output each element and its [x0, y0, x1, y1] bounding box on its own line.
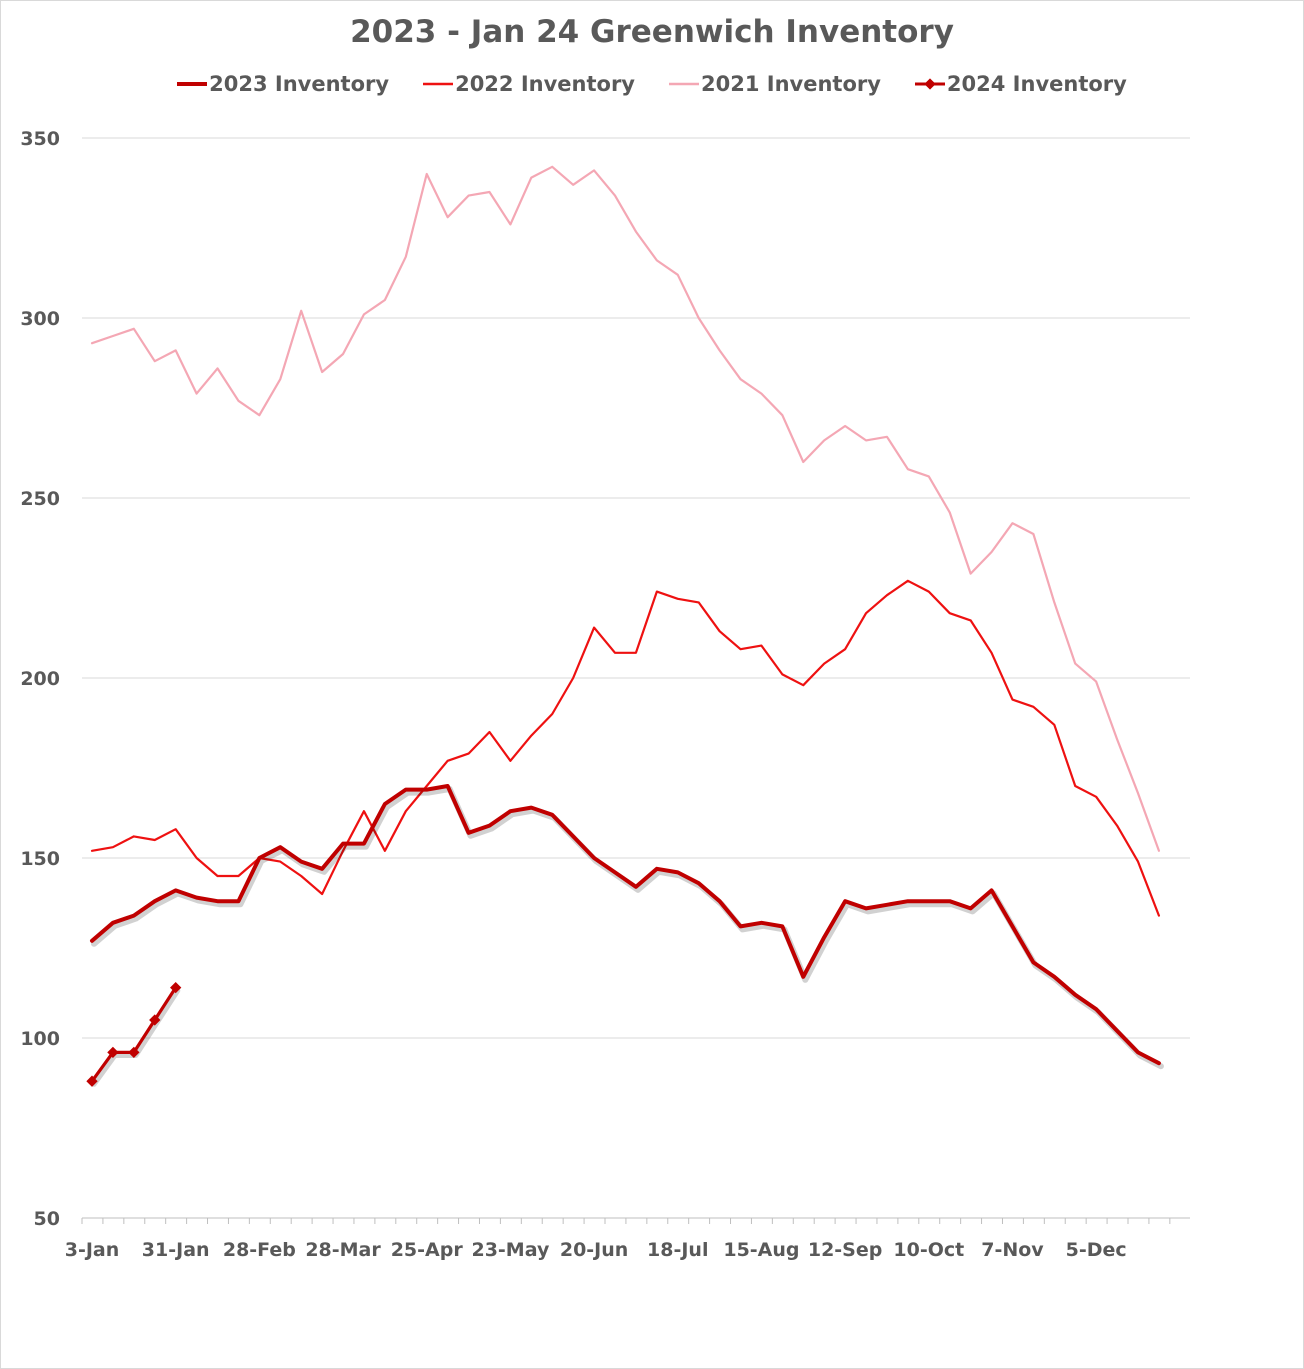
y-tick-label: 350: [20, 128, 60, 150]
x-tick-label: 31-Jan: [142, 1239, 210, 1261]
gridlines: [82, 137, 1190, 1039]
legend-item-2024[interactable]: 2024 Inventory: [914, 72, 1127, 96]
legend-label-2023: 2023 Inventory: [209, 72, 390, 96]
x-tick-label: 28-Feb: [223, 1239, 296, 1261]
legend-swatch-2021: [669, 82, 699, 86]
data-point-2024-inventory: [149, 1014, 161, 1026]
legend-swatch-2023: [177, 82, 208, 86]
y-tick-label: 150: [20, 848, 60, 870]
x-axis: [81, 1217, 1190, 1224]
x-tick-label: 23-May: [471, 1239, 549, 1261]
series-markers: [86, 981, 182, 1087]
series-lines: [90, 165, 1164, 1087]
legend-swatch-2022: [423, 82, 454, 86]
x-tick-label: 7-Nov: [981, 1239, 1044, 1261]
x-tick-label: 12-Sep: [808, 1239, 883, 1261]
data-point-2024-inventory: [86, 1075, 98, 1087]
x-tick-label: 5-Dec: [1066, 1239, 1127, 1261]
legend-label-2021: 2021 Inventory: [701, 72, 881, 96]
series-line-2022-inventory: [90, 579, 1161, 917]
legend: 2023 Inventory 2022 Inventory 2021 Inven…: [0, 72, 1304, 96]
x-tick-label: 25-Apr: [391, 1239, 464, 1261]
x-tick-label: 28-Mar: [305, 1239, 381, 1261]
y-tick-label: 250: [20, 488, 60, 510]
y-tick-label: 200: [20, 668, 60, 690]
series-line-2023-inventory-shadow: [91, 786, 1164, 1070]
y-tick-label: 300: [20, 308, 60, 330]
series-line-2023-inventory: [90, 784, 1161, 1066]
y-tick-label: 50: [34, 1208, 60, 1230]
legend-item-2022[interactable]: 2022 Inventory: [423, 72, 635, 96]
data-point-2024-inventory: [128, 1046, 140, 1059]
data-point-2024-inventory: [170, 981, 182, 994]
legend-item-2021[interactable]: 2021 Inventory: [669, 72, 881, 96]
x-axis-tick-labels: 3-Jan 31-Jan 28-Feb 28-Mar 25-Apr 23-May 20-Ju…: [65, 1239, 1127, 1261]
x-tick-label: 18-Jul: [647, 1239, 708, 1261]
series-line-2021-inventory: [90, 165, 1161, 852]
legend-label-2022: 2022 Inventory: [455, 72, 635, 96]
legend-item-2023[interactable]: 2023 Inventory: [177, 72, 389, 96]
chart-title: 2023 - Jan 24 Greenwich Inventory: [350, 14, 954, 50]
legend-swatch-2024: [914, 78, 945, 90]
x-tick-label: 20-Jun: [560, 1239, 628, 1261]
x-tick-label: 10-Oct: [893, 1239, 964, 1261]
x-tick-label: 15-Aug: [723, 1239, 799, 1261]
y-axis-tick-labels: 50 100 150 200 250 300 350: [20, 128, 60, 1230]
y-tick-label: 100: [20, 1028, 60, 1050]
x-tick-label: 3-Jan: [65, 1239, 120, 1261]
data-point-2024-inventory: [107, 1046, 119, 1059]
legend-label-2024: 2024 Inventory: [946, 72, 1127, 96]
